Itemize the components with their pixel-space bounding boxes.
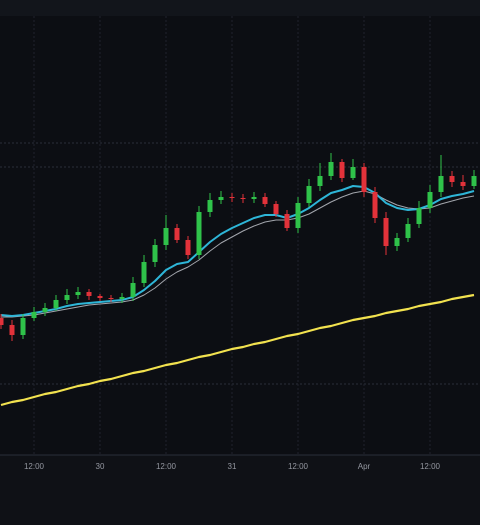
candle-body (339, 162, 345, 178)
top-bar (0, 0, 480, 16)
moving-average-line (0, 293, 475, 407)
candle-body (53, 300, 59, 308)
candle-body (152, 245, 158, 262)
candle-body (405, 224, 411, 238)
candle-body (284, 214, 290, 228)
candle-body (460, 182, 466, 186)
candle-body (174, 228, 180, 240)
x-tick-label: 12:00 (288, 462, 309, 471)
candle-body (383, 218, 389, 246)
x-tick-label: 30 (96, 462, 105, 471)
candle-body (317, 176, 323, 186)
candle-body (218, 197, 224, 200)
x-tick-label: 12:00 (24, 462, 45, 471)
candle-body (108, 298, 114, 299)
candle-body (438, 176, 444, 192)
candle-body (31, 312, 37, 318)
candle-body (262, 197, 268, 204)
candle-body (471, 176, 477, 186)
candle-body (185, 240, 191, 255)
candle-body (20, 318, 26, 335)
candle-body (229, 197, 235, 198)
x-tick-label: 12:00 (156, 462, 177, 471)
candle-body (372, 192, 378, 218)
candle-body (251, 197, 257, 199)
candle-body (42, 308, 48, 312)
x-tick-label: Apr (358, 462, 371, 471)
candle-body (273, 204, 279, 214)
candle-body (97, 296, 103, 298)
candle-body (328, 162, 334, 176)
candle-body (9, 325, 15, 335)
candle-body (416, 208, 422, 224)
candle-body (86, 292, 92, 296)
moving-average-line (0, 185, 475, 317)
moving-average-line (1, 190, 475, 318)
candle-body (240, 198, 246, 199)
candle-body (306, 186, 312, 203)
candle-body (0, 318, 4, 325)
candle-body (207, 200, 213, 212)
axis-area (0, 455, 480, 525)
x-tick-label: 31 (228, 462, 237, 471)
x-tick-label: 12:00 (420, 462, 441, 471)
candle-body (64, 295, 70, 300)
candle-body (75, 292, 81, 295)
candle-body (119, 297, 125, 299)
candle-body (350, 167, 356, 178)
candle-body (295, 203, 301, 228)
candle-body (361, 167, 367, 192)
candle-body (141, 262, 147, 283)
candle-body (196, 212, 202, 255)
candle-body (449, 176, 455, 182)
candle-body (130, 283, 136, 297)
candle-body (427, 192, 433, 208)
candle-body (163, 228, 169, 245)
candle-body (394, 238, 400, 246)
